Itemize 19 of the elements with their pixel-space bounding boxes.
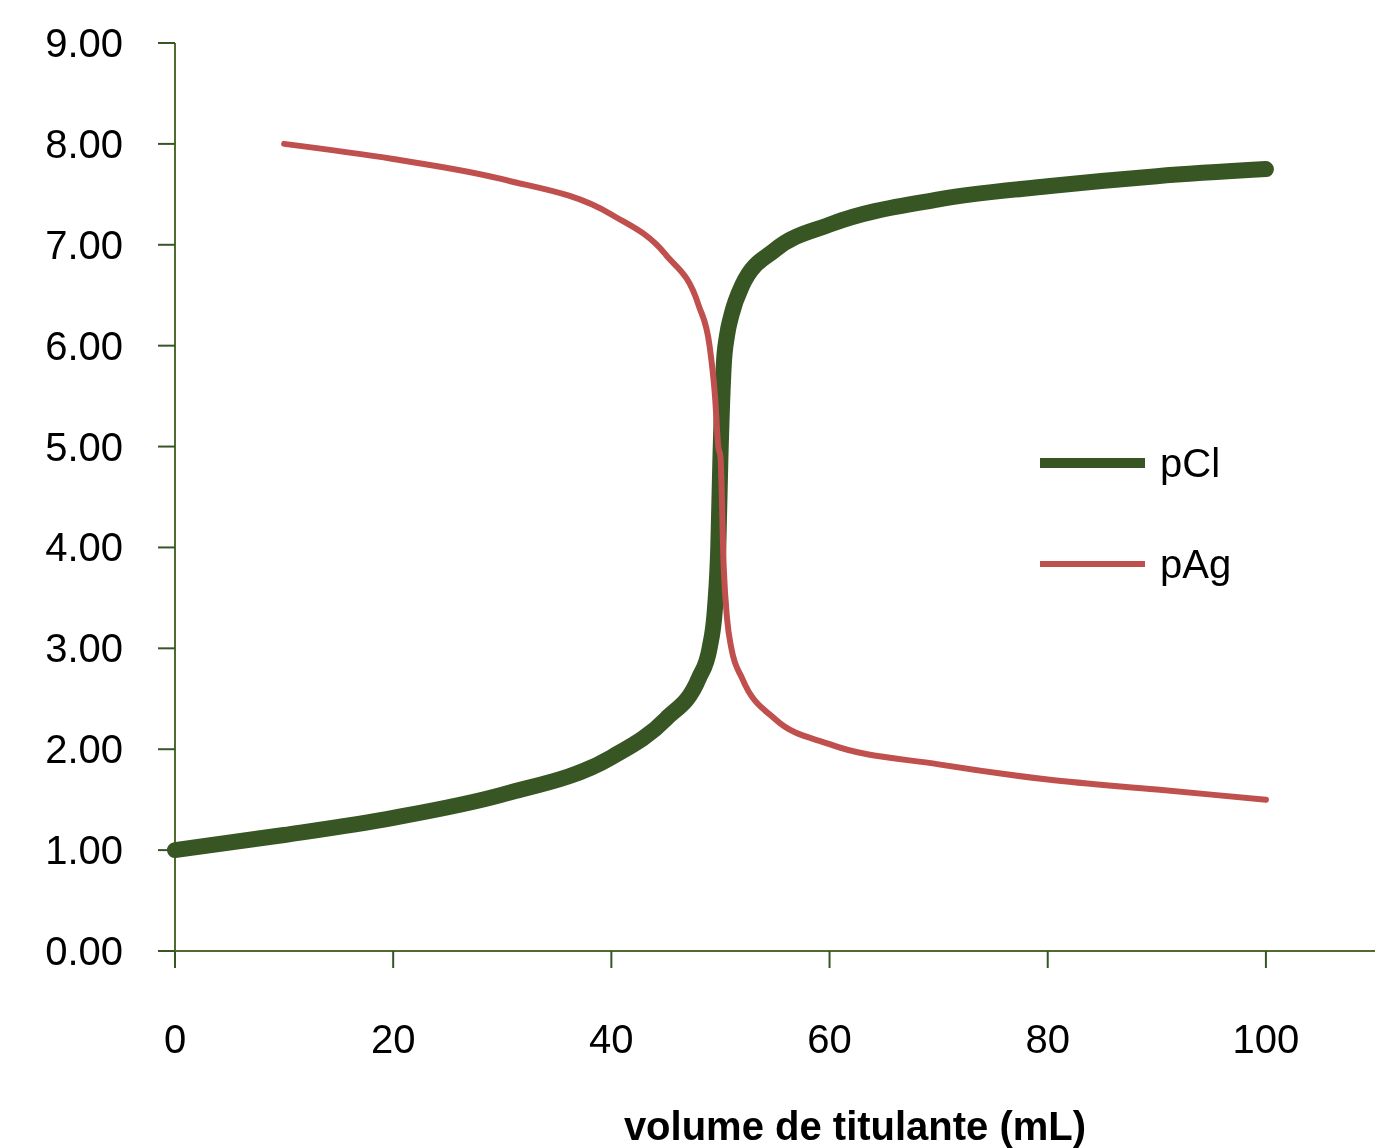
y-tick-label: 5.00 — [45, 424, 123, 469]
x-tick-label: 100 — [1232, 1017, 1300, 1061]
y-tick-label: 8.00 — [45, 121, 123, 166]
y-tick-label: 9.00 — [45, 21, 123, 65]
y-tick-label: 3.00 — [45, 626, 123, 671]
x-tick-label: 40 — [589, 1017, 634, 1061]
x-tick-label: 60 — [807, 1017, 852, 1061]
x-tick-label: 0 — [163, 1017, 187, 1061]
y-tick-label: 6.00 — [45, 323, 123, 368]
x-tick-label: 80 — [1025, 1017, 1070, 1061]
y-tick-label: 7.00 — [45, 222, 123, 267]
x-tick-label: 20 — [370, 1017, 416, 1061]
y-tick-label: 1.00 — [45, 828, 123, 873]
y-tick-label: 4.00 — [45, 525, 123, 570]
legend-label: pAg — [1160, 542, 1232, 586]
y-tick-label: 0.00 — [45, 929, 123, 973]
x-axis-title: volume de titulante (mL) — [623, 1104, 1087, 1148]
y-tick-label: 2.00 — [45, 727, 123, 772]
legend-label: pCl — [1160, 441, 1221, 485]
